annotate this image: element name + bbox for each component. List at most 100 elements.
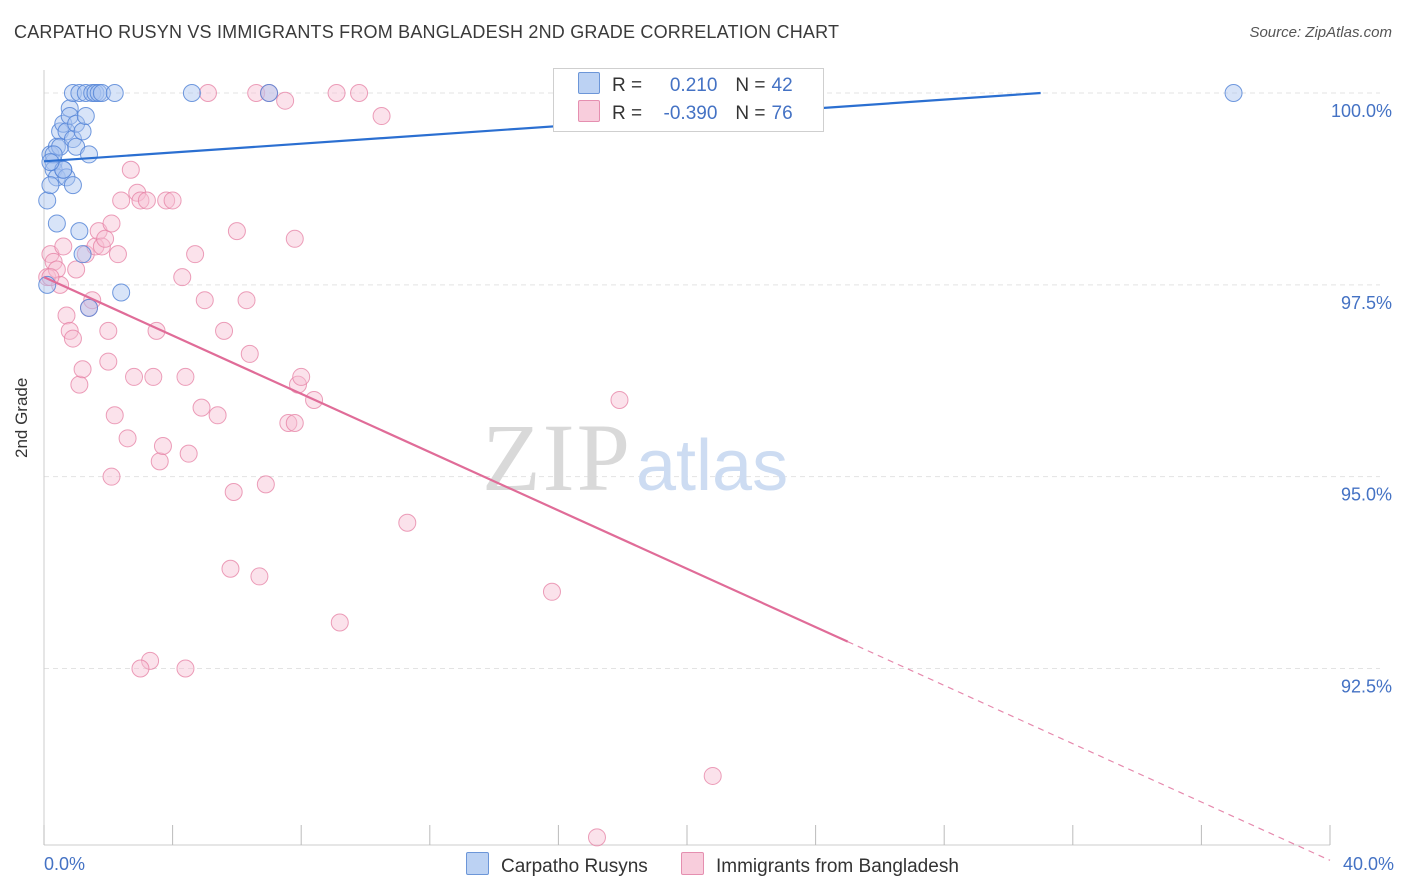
data-point-carpatho-rusyn	[80, 298, 99, 317]
gridlines	[44, 92, 1380, 670]
legend-n-label: N =	[735, 103, 766, 124]
data-point-bangladesh	[163, 191, 182, 210]
watermark-zip: ZIP	[482, 404, 632, 511]
data-point-carpatho-rusyn	[182, 84, 201, 103]
trend-line-bangladesh	[43, 276, 849, 643]
data-point-bangladesh	[208, 406, 227, 425]
correlation-legend: R = 0.210 N = 42 R = -0.390 N = 76	[553, 68, 824, 132]
data-point-carpatho-rusyn	[70, 222, 89, 241]
data-point-bangladesh	[237, 291, 256, 310]
data-point-carpatho-rusyn	[47, 214, 66, 233]
data-point-bangladesh	[372, 107, 391, 126]
data-point-bangladesh	[330, 613, 349, 632]
data-point-bangladesh	[173, 268, 192, 287]
trend-lines	[43, 91, 1331, 861]
y-tick-label: 95.0%	[1341, 485, 1392, 505]
data-point-bangladesh	[398, 513, 417, 532]
y-tick-label: 97.5%	[1341, 293, 1392, 313]
x-tick-label-max: 40.0%	[1343, 854, 1394, 874]
data-point-bangladesh	[99, 352, 118, 371]
legend-swatch-pink	[681, 852, 704, 875]
data-point-carpatho-rusyn	[63, 84, 82, 103]
data-point-bangladesh	[105, 406, 124, 425]
data-point-bangladesh	[327, 84, 346, 103]
data-point-bangladesh	[112, 191, 131, 210]
data-point-carpatho-rusyn	[260, 84, 279, 103]
data-point-bangladesh	[285, 413, 304, 432]
data-point-bangladesh	[57, 306, 76, 325]
y-axis-label: 2nd Grade	[12, 377, 31, 458]
data-point-carpatho-rusyn	[41, 153, 60, 172]
legend-item-bangladesh: Immigrants from Bangladesh	[681, 852, 959, 878]
data-point-bangladesh	[247, 84, 266, 103]
legend-label-bangladesh: Immigrants from Bangladesh	[716, 856, 959, 877]
data-point-bangladesh	[153, 436, 172, 455]
data-point-bangladesh	[256, 475, 275, 494]
data-point-carpatho-rusyn	[47, 168, 66, 187]
data-point-bangladesh	[137, 191, 156, 210]
data-point-bangladesh	[141, 651, 160, 670]
data-point-bangladesh	[131, 659, 150, 678]
data-point-bangladesh	[118, 429, 137, 448]
data-point-carpatho-rusyn	[112, 283, 131, 302]
data-point-bangladesh	[703, 766, 722, 785]
legend-swatch-blue	[466, 852, 489, 875]
legend-label-carpatho-rusyns: Carpatho Rusyns	[501, 856, 648, 877]
y-tick-label: 92.5%	[1341, 677, 1392, 697]
data-point-carpatho-rusyn	[73, 122, 92, 141]
legend-swatch-pink	[578, 100, 600, 122]
data-point-bangladesh	[250, 567, 269, 586]
data-point-bangladesh	[186, 245, 205, 264]
y-tick-label: 100.0%	[1331, 101, 1392, 121]
legend-n-label: N =	[735, 75, 766, 96]
data-point-bangladesh	[285, 229, 304, 248]
legend-row-carpatho-rusyns: R = 0.210 N = 42	[578, 72, 812, 100]
data-point-bangladesh	[150, 452, 169, 471]
data-point-bangladesh	[157, 191, 176, 210]
data-point-bangladesh	[279, 413, 298, 432]
trend-line-bangladesh-extension	[847, 641, 1331, 861]
x-tick-label-min: 0.0%	[44, 854, 85, 874]
data-point-carpatho-rusyn	[70, 84, 89, 103]
source-note: Source: ZipAtlas.com	[1249, 24, 1392, 41]
data-point-bangladesh	[192, 398, 211, 417]
legend-r-value: -0.390	[663, 103, 718, 124]
data-point-bangladesh	[292, 367, 311, 386]
data-point-bangladesh	[176, 659, 195, 678]
data-point-carpatho-rusyn	[60, 107, 79, 126]
data-point-bangladesh	[276, 91, 295, 110]
data-point-carpatho-rusyn	[76, 84, 95, 103]
data-point-bangladesh	[215, 321, 234, 340]
watermark: ZIP atlas	[482, 404, 788, 511]
legend-r-label: R =	[612, 75, 643, 96]
data-point-bangladesh	[195, 291, 214, 310]
legend-row-bangladesh: R = -0.390 N = 76	[578, 100, 812, 128]
legend-r-label: R =	[612, 103, 643, 124]
data-point-bangladesh	[179, 444, 198, 463]
data-point-bangladesh	[63, 329, 82, 348]
data-point-bangladesh	[227, 222, 246, 241]
data-point-bangladesh	[108, 245, 127, 264]
data-point-bangladesh	[67, 260, 86, 279]
series-immigrants-from-bangladesh	[38, 84, 722, 847]
data-point-carpatho-rusyn	[76, 107, 95, 126]
data-point-bangladesh	[73, 360, 92, 379]
chart-title: CARPATHO RUSYN VS IMMIGRANTS FROM BANGLA…	[14, 22, 840, 42]
data-point-bangladesh	[176, 367, 195, 386]
x-tick-labels: 0.0% 40.0%	[44, 854, 1394, 874]
series-legend: Carpatho Rusyns Immigrants from Banglade…	[0, 852, 1406, 878]
data-point-bangladesh	[198, 84, 217, 103]
legend-swatch-blue	[578, 72, 600, 94]
trend-line-carpatho-rusyns	[43, 91, 1041, 163]
legend-n-value: 42	[771, 75, 793, 96]
data-point-bangladesh	[125, 367, 144, 386]
axes	[43, 70, 1331, 846]
y-tick-labels: 92.5% 95.0% 97.5% 100.0%	[1331, 101, 1392, 696]
data-point-bangladesh	[47, 260, 66, 279]
data-point-carpatho-rusyn	[1224, 84, 1243, 103]
data-point-bangladesh	[144, 367, 163, 386]
data-point-bangladesh	[70, 375, 89, 394]
data-point-bangladesh	[121, 160, 140, 179]
series-carpatho-rusyns	[38, 84, 1243, 317]
